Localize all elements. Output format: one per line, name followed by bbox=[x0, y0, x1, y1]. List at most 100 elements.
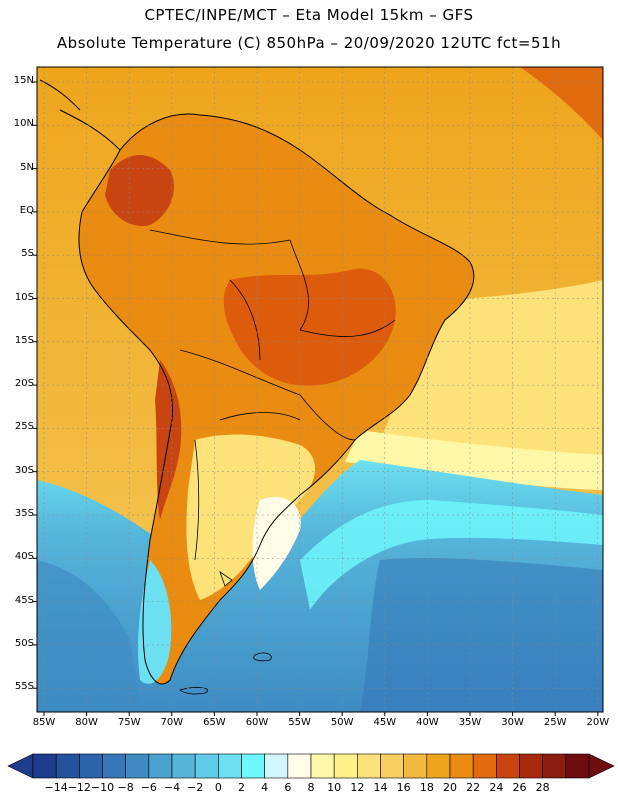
colorbar-label: 22 bbox=[466, 781, 481, 794]
colorbar-swatch bbox=[310, 753, 335, 779]
lat-label: 15S bbox=[14, 334, 34, 346]
colorbar-swatch bbox=[218, 753, 242, 779]
colorbar-label: 26 bbox=[512, 781, 527, 794]
colorbar-label: 4 bbox=[261, 781, 269, 794]
lon-label: 55W bbox=[288, 717, 311, 728]
colorbar-swatch bbox=[32, 753, 57, 779]
continent-land bbox=[78, 114, 474, 684]
cyan-band bbox=[300, 500, 603, 610]
title-line-1: CPTEC/INPE/MCT – Eta Model 15km – GFS bbox=[144, 6, 474, 24]
title-line-2: Absolute Temperature (C) 850hPa – 20/09/… bbox=[56, 34, 562, 52]
colorbar-label: −12 bbox=[67, 781, 91, 794]
hot-interior-region bbox=[223, 268, 396, 386]
colorbar-swatch bbox=[403, 753, 428, 779]
colorbar-swatch bbox=[449, 753, 474, 779]
colorbar-swatch bbox=[357, 753, 381, 779]
lat-label: EQ bbox=[19, 204, 34, 216]
south-cone-warm bbox=[186, 434, 315, 600]
lon-label: 65W bbox=[203, 717, 226, 728]
colorbar-swatch bbox=[380, 753, 404, 779]
lat-label: 55S bbox=[14, 681, 34, 693]
lon-label: 30W bbox=[501, 717, 524, 728]
country-borders bbox=[149, 229, 396, 561]
islands bbox=[179, 570, 272, 695]
colorbar-label: 8 bbox=[307, 781, 315, 794]
colorbar-arrow-right bbox=[588, 753, 615, 779]
lat-label: 35S bbox=[14, 508, 34, 519]
lon-label: 40W bbox=[416, 717, 439, 728]
colorbar-label: 10 bbox=[327, 781, 342, 794]
coastline bbox=[78, 113, 475, 685]
lat-label: 10N bbox=[13, 118, 34, 130]
lon-label: 45W bbox=[373, 717, 397, 728]
colorbar-swatch bbox=[496, 753, 520, 779]
lat-label: 5S bbox=[21, 248, 34, 260]
lat-label: 20S bbox=[14, 378, 34, 390]
colorbar-label: 0 bbox=[214, 781, 222, 794]
lon-label: 35W bbox=[458, 717, 482, 728]
lat-label: 5N bbox=[20, 161, 34, 173]
colorbar-swatch bbox=[287, 753, 312, 779]
colorbar-swatch bbox=[171, 753, 196, 779]
pale-south-region bbox=[252, 496, 301, 590]
colorbar-label: 12 bbox=[350, 781, 365, 794]
colorbar-swatch bbox=[148, 753, 173, 779]
lon-label: 25W bbox=[543, 717, 567, 728]
lat-label: 15N bbox=[13, 75, 34, 86]
colorbar-swatch bbox=[102, 753, 126, 779]
central-america-coast bbox=[59, 109, 121, 151]
colorbar-swatch bbox=[79, 753, 103, 779]
colorbar-label: 16 bbox=[396, 781, 411, 794]
colorbar-label: −4 bbox=[163, 781, 181, 794]
mexico-coast bbox=[39, 79, 81, 111]
colorbar-label: 28 bbox=[535, 781, 550, 794]
lon-label: 70W bbox=[160, 717, 184, 728]
lat-label: 45S bbox=[14, 594, 34, 606]
colorbar-label: 6 bbox=[284, 781, 292, 794]
colorbar-swatch bbox=[472, 753, 497, 779]
colorbar-swatch bbox=[55, 753, 80, 779]
plot-frame bbox=[36, 66, 604, 713]
lat-label: 25S bbox=[14, 421, 34, 433]
colorbar-arrow-left bbox=[7, 753, 34, 779]
graticule bbox=[37, 67, 603, 712]
lat-label: 50S bbox=[14, 637, 34, 649]
colorbar-label: 18 bbox=[419, 781, 434, 794]
hot-andes-north bbox=[105, 155, 174, 226]
lat-label: 30S bbox=[14, 464, 34, 476]
lon-label: 50W bbox=[330, 717, 354, 728]
lon-label: 80W bbox=[75, 717, 98, 728]
colorbar-swatch bbox=[125, 753, 150, 779]
colorbar-label: −14 bbox=[44, 781, 68, 794]
axis-ticks bbox=[33, 81, 599, 716]
colorbar-swatch bbox=[264, 753, 289, 779]
lon-label: 20W bbox=[586, 717, 610, 728]
lon-label: 60W bbox=[245, 717, 269, 728]
colorbar-swatch bbox=[333, 753, 358, 779]
yellow-band bbox=[345, 430, 603, 490]
colorbar-swatch bbox=[426, 753, 451, 779]
deep-cold-region bbox=[360, 558, 603, 712]
map-field bbox=[37, 67, 603, 712]
colorbar-swatch bbox=[241, 753, 265, 779]
patagonia-cold bbox=[138, 560, 172, 684]
colorbar-label: −8 bbox=[117, 781, 134, 794]
colorbar-label: 24 bbox=[489, 781, 504, 794]
lon-label: 75W bbox=[117, 717, 141, 728]
lat-label: 10S bbox=[14, 291, 34, 303]
colorbar-swatch bbox=[194, 753, 219, 779]
colorbar-label: 20 bbox=[443, 781, 457, 794]
colorbar-swatch bbox=[542, 753, 567, 779]
colorbar-swatch bbox=[565, 753, 590, 779]
colorbar-label: 2 bbox=[238, 781, 245, 794]
colorbar bbox=[7, 753, 615, 779]
colorbar-label: −6 bbox=[140, 781, 157, 794]
hot-corner-region bbox=[520, 67, 603, 140]
colorbar-label: −2 bbox=[187, 781, 204, 794]
colorbar-label: 14 bbox=[373, 781, 388, 794]
lon-label: 85W bbox=[32, 717, 56, 728]
lat-label: 40S bbox=[14, 551, 34, 563]
colorbar-label: −10 bbox=[90, 781, 115, 794]
colorbar-swatch bbox=[519, 753, 543, 779]
